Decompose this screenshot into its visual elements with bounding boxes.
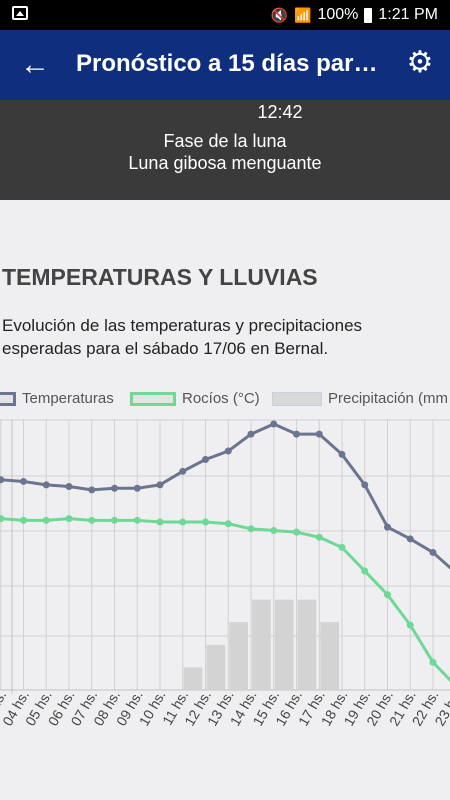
- dew-point: [20, 516, 27, 524]
- settings-button[interactable]: ⚙: [404, 47, 436, 79]
- info-panel: 12:42 Fase de la luna Luna gibosa mengua…: [0, 100, 450, 200]
- dew-point: [65, 515, 73, 523]
- legend-label: Precipitación (mm: [328, 390, 449, 407]
- temperature-point: [42, 481, 50, 489]
- dew-point: [133, 516, 141, 524]
- temperature-line: [0, 422, 450, 570]
- dew-line: [0, 517, 450, 683]
- dew-point: [361, 567, 369, 575]
- temperature-point: [406, 535, 414, 543]
- dew-point: [88, 516, 96, 524]
- mute-icon: 🔇: [270, 7, 289, 23]
- temperature-point: [111, 484, 118, 492]
- precip-bar: [274, 599, 294, 690]
- temperature-point: [247, 430, 255, 438]
- dew-point: [111, 516, 118, 524]
- temperature-point: [293, 430, 300, 438]
- gallery-notification-icon: [12, 6, 28, 20]
- temperature-point: [429, 548, 437, 556]
- legend-item-dew[interactable]: Rocíos (°C): [130, 390, 260, 407]
- dew-point: [179, 518, 187, 526]
- info-time: 12:42: [257, 102, 303, 122]
- temperature-point: [179, 467, 187, 475]
- section-description: Evolución de las temperaturas y precipit…: [2, 316, 363, 358]
- dew-point: [429, 658, 437, 666]
- status-bar: 🔇 📶 100% 1:21 PM: [0, 0, 450, 30]
- wifi-icon: 📶: [294, 7, 312, 23]
- temperature-point: [0, 476, 5, 484]
- legend-swatch: [0, 391, 16, 406]
- precip-bar: [206, 644, 226, 690]
- moon-phase-value: Luna gibosa menguante: [128, 153, 322, 173]
- battery-percent: 100%: [317, 6, 359, 23]
- dew-point: [156, 518, 164, 526]
- temperature-point: [20, 477, 27, 485]
- back-button[interactable]: ←: [20, 48, 54, 82]
- dew-point: [315, 533, 323, 541]
- precip-bar: [229, 622, 248, 690]
- battery-icon: [364, 7, 373, 23]
- legend-item-temperatures[interactable]: Temperaturas: [0, 390, 114, 407]
- moon-phase-label: Fase de la luna: [163, 131, 287, 151]
- temperature-point: [315, 430, 323, 438]
- temperature-point: [88, 486, 96, 494]
- status-right: 🔇 📶 100% 1:21 PM: [271, 6, 438, 24]
- temperature-point: [338, 450, 346, 458]
- temperature-point: [156, 481, 164, 489]
- temperature-point: [202, 455, 209, 463]
- dew-point: [293, 528, 300, 536]
- temperature-point: [361, 481, 369, 489]
- precip-bar: [320, 622, 339, 690]
- section-title: TEMPERATURAS Y LLUVIAS: [2, 264, 318, 290]
- precip-bar: [252, 599, 271, 690]
- precip-bar: [297, 599, 317, 690]
- legend-swatch: [130, 391, 176, 406]
- legend-swatch: [272, 391, 322, 406]
- arrow-left-icon: ←: [20, 48, 50, 81]
- legend-label: Temperaturas: [22, 390, 114, 407]
- dew-point: [338, 543, 346, 551]
- dew-point: [270, 526, 278, 534]
- gear-icon: ⚙: [406, 46, 434, 79]
- app-bar: ← Pronóstico a 15 días para… ⚙: [0, 30, 450, 100]
- dew-point: [406, 621, 414, 629]
- chart-legend: Temperaturas Rocíos (°C) Precipitación (…: [0, 390, 450, 412]
- dew-point: [42, 516, 50, 524]
- temperature-point: [133, 484, 141, 492]
- temperature-point: [270, 420, 278, 428]
- dew-point: [384, 591, 391, 599]
- dew-point: [0, 515, 5, 523]
- legend-item-precip[interactable]: Precipitación (mm: [272, 390, 448, 407]
- dew-point: [247, 525, 255, 533]
- temperature-point: [224, 447, 232, 455]
- dew-point: [224, 520, 232, 528]
- precip-bar: [183, 667, 203, 690]
- temperature-point: [65, 483, 73, 491]
- temperature-point: [384, 523, 391, 531]
- status-time: 1:21 PM: [378, 6, 438, 23]
- legend-label: Rocíos (°C): [182, 390, 260, 407]
- dew-point: [202, 518, 209, 526]
